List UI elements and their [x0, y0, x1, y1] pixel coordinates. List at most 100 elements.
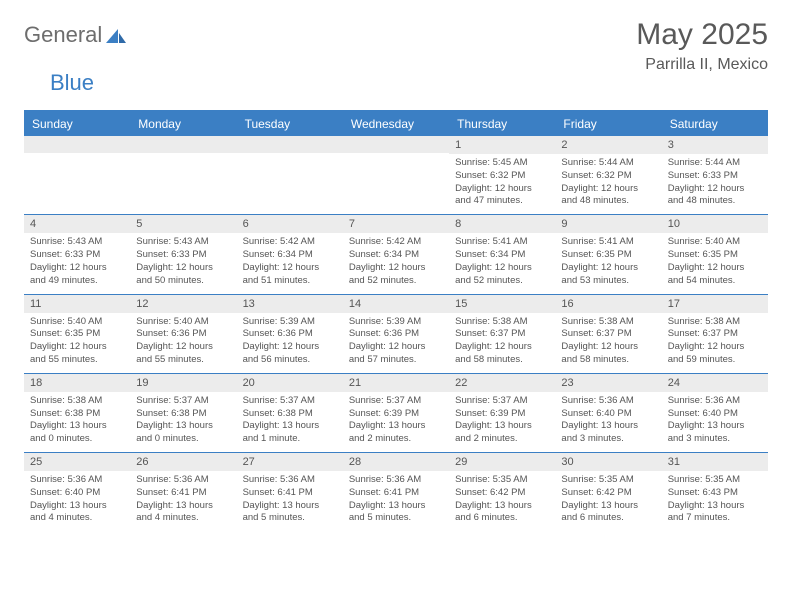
day-detail: Sunrise: 5:40 AMSunset: 6:35 PMDaylight:…: [662, 233, 768, 293]
day-number: 31: [662, 453, 768, 471]
day-number: 9: [555, 215, 661, 233]
day-cell: 16Sunrise: 5:38 AMSunset: 6:37 PMDayligh…: [555, 295, 661, 373]
week-row: 25Sunrise: 5:36 AMSunset: 6:40 PMDayligh…: [24, 452, 768, 531]
day-cell: 20Sunrise: 5:37 AMSunset: 6:38 PMDayligh…: [237, 374, 343, 452]
day-number: 11: [24, 295, 130, 313]
day-number: 30: [555, 453, 661, 471]
day-cell: [24, 136, 130, 214]
day-number: 13: [237, 295, 343, 313]
day-cell: 27Sunrise: 5:36 AMSunset: 6:41 PMDayligh…: [237, 453, 343, 531]
day-number: [343, 136, 449, 153]
week-row: 11Sunrise: 5:40 AMSunset: 6:35 PMDayligh…: [24, 294, 768, 373]
day-number: 19: [130, 374, 236, 392]
day-number: 6: [237, 215, 343, 233]
day-cell: 21Sunrise: 5:37 AMSunset: 6:39 PMDayligh…: [343, 374, 449, 452]
day-cell: 14Sunrise: 5:39 AMSunset: 6:36 PMDayligh…: [343, 295, 449, 373]
day-detail: Sunrise: 5:38 AMSunset: 6:38 PMDaylight:…: [24, 392, 130, 452]
day-detail: Sunrise: 5:41 AMSunset: 6:34 PMDaylight:…: [449, 233, 555, 293]
day-number: 12: [130, 295, 236, 313]
day-number: 14: [343, 295, 449, 313]
week-row: 1Sunrise: 5:45 AMSunset: 6:32 PMDaylight…: [24, 136, 768, 214]
day-number: 5: [130, 215, 236, 233]
day-cell: 2Sunrise: 5:44 AMSunset: 6:32 PMDaylight…: [555, 136, 661, 214]
dow-header: Thursday: [449, 112, 555, 136]
day-cell: 31Sunrise: 5:35 AMSunset: 6:43 PMDayligh…: [662, 453, 768, 531]
day-number: 3: [662, 136, 768, 154]
brand-word-1: General: [24, 22, 102, 48]
day-number: 23: [555, 374, 661, 392]
day-number: [237, 136, 343, 153]
dow-header: Sunday: [24, 112, 130, 136]
title-block: May 2025 Parrilla II, Mexico: [636, 18, 768, 74]
day-cell: 26Sunrise: 5:36 AMSunset: 6:41 PMDayligh…: [130, 453, 236, 531]
day-cell: [343, 136, 449, 214]
day-cell: 7Sunrise: 5:42 AMSunset: 6:34 PMDaylight…: [343, 215, 449, 293]
day-cell: 18Sunrise: 5:38 AMSunset: 6:38 PMDayligh…: [24, 374, 130, 452]
day-detail: Sunrise: 5:37 AMSunset: 6:38 PMDaylight:…: [130, 392, 236, 452]
day-number: 8: [449, 215, 555, 233]
day-cell: 10Sunrise: 5:40 AMSunset: 6:35 PMDayligh…: [662, 215, 768, 293]
day-detail: Sunrise: 5:38 AMSunset: 6:37 PMDaylight:…: [662, 313, 768, 373]
day-detail: Sunrise: 5:37 AMSunset: 6:39 PMDaylight:…: [449, 392, 555, 452]
day-cell: 6Sunrise: 5:42 AMSunset: 6:34 PMDaylight…: [237, 215, 343, 293]
day-number: 26: [130, 453, 236, 471]
day-cell: 17Sunrise: 5:38 AMSunset: 6:37 PMDayligh…: [662, 295, 768, 373]
day-detail: Sunrise: 5:42 AMSunset: 6:34 PMDaylight:…: [343, 233, 449, 293]
brand-logo: General: [24, 22, 128, 48]
day-detail: Sunrise: 5:35 AMSunset: 6:43 PMDaylight:…: [662, 471, 768, 531]
day-cell: 23Sunrise: 5:36 AMSunset: 6:40 PMDayligh…: [555, 374, 661, 452]
dow-header: Tuesday: [237, 112, 343, 136]
day-number: 7: [343, 215, 449, 233]
day-cell: 15Sunrise: 5:38 AMSunset: 6:37 PMDayligh…: [449, 295, 555, 373]
day-cell: [130, 136, 236, 214]
day-number: 15: [449, 295, 555, 313]
dow-header: Wednesday: [343, 112, 449, 136]
day-detail: Sunrise: 5:41 AMSunset: 6:35 PMDaylight:…: [555, 233, 661, 293]
day-cell: 5Sunrise: 5:43 AMSunset: 6:33 PMDaylight…: [130, 215, 236, 293]
day-cell: 13Sunrise: 5:39 AMSunset: 6:36 PMDayligh…: [237, 295, 343, 373]
day-cell: 4Sunrise: 5:43 AMSunset: 6:33 PMDaylight…: [24, 215, 130, 293]
day-cell: 29Sunrise: 5:35 AMSunset: 6:42 PMDayligh…: [449, 453, 555, 531]
day-number: [130, 136, 236, 153]
day-number: 18: [24, 374, 130, 392]
day-detail: Sunrise: 5:37 AMSunset: 6:38 PMDaylight:…: [237, 392, 343, 452]
dow-header-row: SundayMondayTuesdayWednesdayThursdayFrid…: [24, 112, 768, 136]
day-cell: 11Sunrise: 5:40 AMSunset: 6:35 PMDayligh…: [24, 295, 130, 373]
day-detail: Sunrise: 5:43 AMSunset: 6:33 PMDaylight:…: [130, 233, 236, 293]
day-number: 28: [343, 453, 449, 471]
day-cell: 8Sunrise: 5:41 AMSunset: 6:34 PMDaylight…: [449, 215, 555, 293]
day-detail: Sunrise: 5:44 AMSunset: 6:33 PMDaylight:…: [662, 154, 768, 214]
day-number: 25: [24, 453, 130, 471]
day-cell: 3Sunrise: 5:44 AMSunset: 6:33 PMDaylight…: [662, 136, 768, 214]
day-number: 1: [449, 136, 555, 154]
day-detail: Sunrise: 5:45 AMSunset: 6:32 PMDaylight:…: [449, 154, 555, 214]
day-detail: Sunrise: 5:43 AMSunset: 6:33 PMDaylight:…: [24, 233, 130, 293]
day-detail: Sunrise: 5:36 AMSunset: 6:40 PMDaylight:…: [662, 392, 768, 452]
dow-header: Saturday: [662, 112, 768, 136]
day-detail: Sunrise: 5:36 AMSunset: 6:40 PMDaylight:…: [555, 392, 661, 452]
dow-header: Friday: [555, 112, 661, 136]
day-cell: 30Sunrise: 5:35 AMSunset: 6:42 PMDayligh…: [555, 453, 661, 531]
day-number: 17: [662, 295, 768, 313]
day-detail: Sunrise: 5:40 AMSunset: 6:35 PMDaylight:…: [24, 313, 130, 373]
day-detail: Sunrise: 5:39 AMSunset: 6:36 PMDaylight:…: [237, 313, 343, 373]
day-number: [24, 136, 130, 153]
dow-header: Monday: [130, 112, 236, 136]
calendar-grid: SundayMondayTuesdayWednesdayThursdayFrid…: [24, 110, 768, 531]
day-number: 20: [237, 374, 343, 392]
week-row: 4Sunrise: 5:43 AMSunset: 6:33 PMDaylight…: [24, 214, 768, 293]
day-cell: 25Sunrise: 5:36 AMSunset: 6:40 PMDayligh…: [24, 453, 130, 531]
day-cell: 28Sunrise: 5:36 AMSunset: 6:41 PMDayligh…: [343, 453, 449, 531]
day-cell: 12Sunrise: 5:40 AMSunset: 6:36 PMDayligh…: [130, 295, 236, 373]
day-cell: 19Sunrise: 5:37 AMSunset: 6:38 PMDayligh…: [130, 374, 236, 452]
day-detail: Sunrise: 5:36 AMSunset: 6:41 PMDaylight:…: [130, 471, 236, 531]
day-number: 29: [449, 453, 555, 471]
brand-sail-icon: [106, 27, 126, 45]
day-number: 16: [555, 295, 661, 313]
day-cell: 24Sunrise: 5:36 AMSunset: 6:40 PMDayligh…: [662, 374, 768, 452]
day-detail: Sunrise: 5:36 AMSunset: 6:41 PMDaylight:…: [237, 471, 343, 531]
day-detail: Sunrise: 5:35 AMSunset: 6:42 PMDaylight:…: [449, 471, 555, 531]
day-detail: Sunrise: 5:36 AMSunset: 6:41 PMDaylight:…: [343, 471, 449, 531]
day-number: 22: [449, 374, 555, 392]
day-cell: 22Sunrise: 5:37 AMSunset: 6:39 PMDayligh…: [449, 374, 555, 452]
